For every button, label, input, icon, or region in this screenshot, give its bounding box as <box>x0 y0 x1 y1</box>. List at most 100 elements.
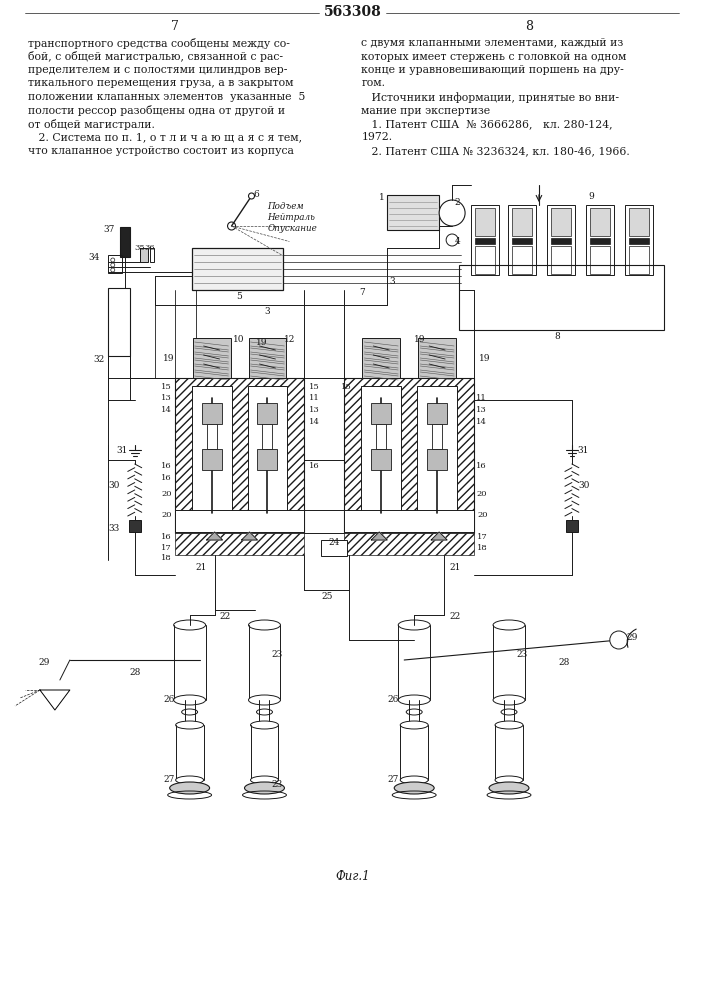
Text: 31: 31 <box>577 446 588 455</box>
Text: которых имеет стержень с головкой на одном: которых имеет стержень с головкой на одн… <box>361 51 626 62</box>
Text: 22: 22 <box>220 612 230 621</box>
Text: конце и уравновешивающий поршень на дру-: конце и уравновешивающий поршень на дру- <box>361 65 624 75</box>
Bar <box>586 205 614 275</box>
Text: Опускание: Опускание <box>267 224 317 233</box>
Text: 31: 31 <box>117 446 128 455</box>
Bar <box>192 338 230 378</box>
Bar <box>107 288 130 356</box>
Bar <box>247 386 288 525</box>
Text: 20: 20 <box>161 490 172 498</box>
Text: 27: 27 <box>388 776 399 784</box>
Ellipse shape <box>495 721 523 729</box>
Bar <box>140 248 148 262</box>
Bar <box>201 403 221 424</box>
Text: 12: 12 <box>284 335 296 344</box>
Text: 14: 14 <box>310 418 320 426</box>
Text: Источники информации, принятые во вни-: Источники информации, принятые во вни- <box>361 92 619 103</box>
Text: 13: 13 <box>161 394 172 402</box>
Bar <box>129 520 141 532</box>
Bar <box>475 238 495 244</box>
Text: 17: 17 <box>161 544 172 552</box>
Text: 20: 20 <box>476 490 486 498</box>
Ellipse shape <box>398 695 430 705</box>
Bar <box>629 238 649 244</box>
Bar <box>257 449 277 470</box>
Text: 37: 37 <box>103 225 115 234</box>
Text: полости рессор разобщены одна от другой и: полости рессор разобщены одна от другой … <box>28 105 285 116</box>
Text: 4: 4 <box>455 237 461 246</box>
Circle shape <box>228 222 235 230</box>
Text: 16: 16 <box>161 474 172 482</box>
Text: 30: 30 <box>579 481 590 489</box>
Bar <box>432 424 442 449</box>
Circle shape <box>610 631 628 649</box>
Bar <box>249 338 286 378</box>
Text: с двумя клапанными элементами, каждый из: с двумя клапанными элементами, каждый из <box>361 38 624 48</box>
Bar <box>376 424 386 449</box>
Bar <box>551 246 571 274</box>
Ellipse shape <box>170 782 209 794</box>
Text: 11: 11 <box>310 394 320 402</box>
Ellipse shape <box>174 695 206 705</box>
Bar <box>512 246 532 274</box>
Text: тикального перемещения груза, а в закрытом: тикального перемещения груза, а в закрыт… <box>28 79 293 89</box>
Polygon shape <box>175 533 305 555</box>
Bar <box>119 227 130 257</box>
Bar <box>418 338 456 378</box>
Circle shape <box>439 200 465 226</box>
Ellipse shape <box>249 620 281 630</box>
Text: 35: 35 <box>134 244 145 252</box>
Bar <box>107 255 122 273</box>
Bar <box>475 208 495 236</box>
Bar <box>629 246 649 274</box>
Text: 30: 30 <box>108 481 119 489</box>
Text: 15: 15 <box>341 383 352 391</box>
Text: транспортного средства сообщены между со-: транспортного средства сообщены между со… <box>28 38 290 49</box>
Text: 24: 24 <box>329 538 340 547</box>
Text: 23: 23 <box>516 650 527 659</box>
Text: 1. Патент США  № 3666286,   кл. 280-124,: 1. Патент США № 3666286, кл. 280-124, <box>361 119 613 129</box>
Bar <box>417 386 457 525</box>
Text: 2. Патент США № 3236324, кл. 180-46, 1966.: 2. Патент США № 3236324, кл. 180-46, 196… <box>361 146 630 156</box>
Ellipse shape <box>495 776 523 784</box>
Text: 1972.: 1972. <box>361 132 392 142</box>
Bar <box>344 510 474 532</box>
Bar <box>547 205 575 275</box>
Bar <box>150 248 153 262</box>
Text: Подъем: Подъем <box>267 202 304 211</box>
Text: Нейтраль: Нейтраль <box>267 213 315 222</box>
Text: 7: 7 <box>359 288 365 297</box>
Text: 25: 25 <box>322 592 333 601</box>
Text: 16: 16 <box>161 462 172 470</box>
Text: 10: 10 <box>233 335 245 344</box>
Bar <box>371 449 391 470</box>
Polygon shape <box>40 690 70 710</box>
Polygon shape <box>242 532 257 540</box>
Text: 15: 15 <box>161 383 172 391</box>
Text: 20: 20 <box>161 511 172 519</box>
Text: 3: 3 <box>264 307 270 316</box>
Text: 36: 36 <box>144 244 155 252</box>
Text: 29: 29 <box>38 658 50 667</box>
Text: 16: 16 <box>310 462 320 470</box>
Text: 7: 7 <box>170 20 179 33</box>
Text: 14: 14 <box>160 406 172 414</box>
Text: 1: 1 <box>378 193 384 202</box>
Polygon shape <box>371 532 387 540</box>
Bar <box>551 208 571 236</box>
Polygon shape <box>206 532 223 540</box>
Text: 32: 32 <box>93 355 105 364</box>
Text: 26: 26 <box>163 696 175 704</box>
Text: 28: 28 <box>130 668 141 677</box>
Ellipse shape <box>493 695 525 705</box>
Ellipse shape <box>250 721 279 729</box>
Bar <box>629 208 649 236</box>
Ellipse shape <box>493 620 525 630</box>
Text: что клапанное устройство состоит из корпуса: что клапанное устройство состоит из корп… <box>28 146 294 156</box>
Text: 2. Система по п. 1, о т л и ч а ю щ а я с я тем,: 2. Система по п. 1, о т л и ч а ю щ а я … <box>28 132 302 142</box>
Ellipse shape <box>175 721 204 729</box>
Text: 22: 22 <box>449 612 460 621</box>
Ellipse shape <box>249 695 281 705</box>
Text: 23: 23 <box>271 650 283 659</box>
Text: 28: 28 <box>559 658 571 667</box>
